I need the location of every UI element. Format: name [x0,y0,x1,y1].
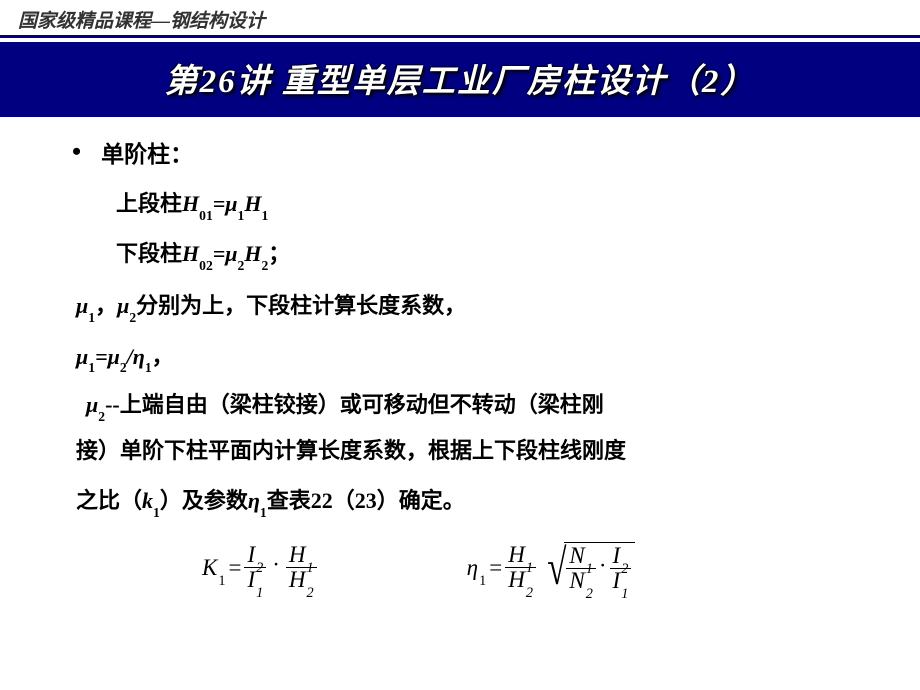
mu1-sub: 1 [88,310,95,325]
lower-pre: 下段柱 [116,241,182,266]
mur-div: /η [127,344,145,369]
course-label: 国家级精品课程—钢结构设计 [18,11,265,32]
fe-fracN: N1 N2 [566,544,595,593]
fe-frac1: H1 H2 [505,543,536,592]
mu2e-etasub: 1 [260,505,267,520]
lower-H2: H [244,241,261,266]
fe-sqrt: √ N1 N2 · I2 I1 [539,542,635,593]
fe-N1s: 1 [586,561,593,577]
mu-relation: μ1=μ2/η1， [76,334,860,380]
mur-eq: =μ [95,344,120,369]
lower-sub02: 02 [199,258,213,273]
fk-eq: = [228,555,241,581]
fk-1: 1 [218,573,225,589]
fk-I2s: 2 [256,560,263,576]
lower-eq: =μ [213,241,238,266]
upper-mu1-sub: 1 [238,208,245,223]
fk-frac2: H1 H2 [286,543,317,592]
lower-H: H [182,241,199,266]
mu2e-t3b: ）及参数 [160,488,248,513]
mu-desc-text: 分别为上，下段柱计算长度系数， [136,293,466,318]
mu2e-sub: 2 [98,409,105,424]
mu2e-ksub: 1 [153,505,160,520]
fk-I1n: I [247,567,255,592]
fe-eta: η [467,555,478,580]
course-header: 国家级精品课程—钢结构设计 [0,0,920,38]
fk-dot: · [269,552,283,584]
fe-I1s: 1 [621,586,628,602]
mu2e-sym: μ [86,392,98,417]
formula-K1: K1 = I2 I1 · H1 H2 [202,543,317,592]
fk-H1n: H [289,542,306,567]
upper-H1: H [244,191,261,216]
title-banner: 第26讲 重型单层工业厂房柱设计（2） [0,42,920,117]
mur-s3: 1 [145,360,152,375]
mu2-explanation-3: 之比（k1）及参数η1查表22（23）确定。 [76,478,860,524]
mu2-sub: 2 [129,310,136,325]
bullet-text: 单阶柱： [101,135,193,169]
fe-H2s: 2 [526,585,533,601]
mu-description: μ1，μ2分别为上，下段柱计算长度系数， [76,283,860,329]
fe-eq: = [489,555,502,581]
content-area: • 单阶柱： 上段柱H01=μ1H1 下段柱H02=μ2H2； μ1，μ2分别为… [0,117,920,594]
formula-row: K1 = I2 I1 · H1 H2 η1 = H1 H2 √ [202,542,860,593]
mu-sep: ， [95,293,117,318]
fe-radicand: N1 N2 · I2 I1 [564,542,635,593]
lower-H2-sub: 2 [261,258,268,273]
fe-H1s: 1 [526,560,533,576]
mu2e-k: k [142,488,153,513]
fe-I1n: I [613,568,621,593]
mur-mu1: μ [76,344,88,369]
mu1-sym: μ [76,293,88,318]
fk-I1s: 1 [256,585,263,601]
upper-column-line: 上段柱H01=μ1H1 [116,181,860,227]
bullet-row: • 单阶柱： [72,135,860,169]
fk-H2n: H [289,567,306,592]
mu2e-eta: η [248,488,260,513]
mu2e-t3c: 查表22（23）确定。 [267,488,465,513]
fk-H2s: 2 [307,585,314,601]
lower-post: ； [268,241,290,266]
fe-N2s: 2 [586,586,593,602]
fe-fracI: I2 I1 [610,544,632,593]
mu2-explanation: μ2--上端自由（梁柱铰接）或可移动但不转动（梁柱刚 [86,382,860,428]
bullet-icon: • [72,137,81,167]
lower-column-line: 下段柱H02=μ2H2； [116,231,860,277]
mu2e-t2: 接）单阶下柱平面内计算长度系数，根据上下段柱线刚度 [76,438,626,463]
mur-s2: 2 [120,360,127,375]
upper-H1-sub: 1 [261,208,268,223]
fe-dot: · [596,553,610,585]
fk-K: K [202,555,217,580]
fe-H2n: H [508,567,525,592]
mu2-sym: μ [117,293,129,318]
mu2e-t3a: 之比（ [76,488,142,513]
mu2-explanation-2: 接）单阶下柱平面内计算长度系数，根据上下段柱线刚度 [76,428,860,474]
upper-sub01: 01 [199,208,213,223]
mu2e-t1: --上端自由（梁柱铰接）或可移动但不转动（梁柱刚 [105,392,604,417]
fk-I2n: I [247,542,255,567]
lower-mu2-sub: 2 [238,258,245,273]
formula-eta1: η1 = H1 H2 √ N1 N2 · I2 I1 [467,542,636,593]
mur-post: ， [152,344,174,369]
fe-N2n: N [569,568,584,593]
fe-I2n: I [613,543,621,568]
fe-H1n: H [508,542,525,567]
fe-N1n: N [569,543,584,568]
lecture-title: 第26讲 重型单层工业厂房柱设计（2） [165,64,756,100]
upper-pre: 上段柱 [116,191,182,216]
fk-H1s: 1 [307,560,314,576]
fe-I2s: 2 [621,561,628,577]
fk-frac1: I2 I1 [244,543,266,592]
fe-1: 1 [479,573,486,589]
radical-icon: √ [547,542,566,593]
upper-H: H [182,191,199,216]
upper-eq: =μ [213,191,238,216]
mur-s1: 1 [88,360,95,375]
